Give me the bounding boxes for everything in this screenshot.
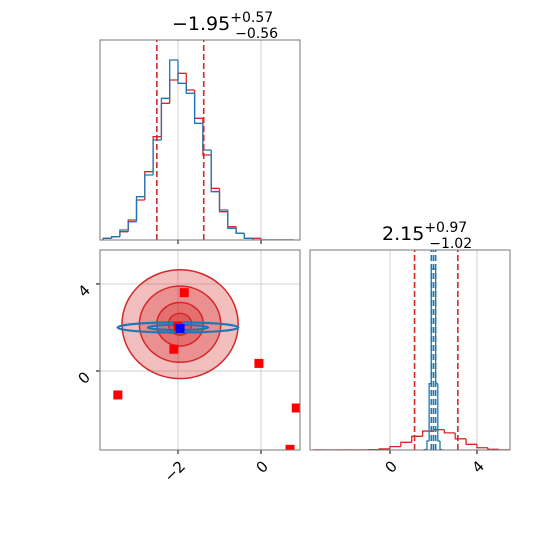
- panel: −1.95+0.57 −0.56: [99, 10, 301, 244]
- hist-step: [169, 79, 179, 104]
- hist-step: [243, 233, 253, 239]
- hist-step: [210, 150, 220, 193]
- hist-step: [378, 448, 390, 450]
- panel-frame: [99, 39, 301, 241]
- hist-step: [177, 60, 187, 84]
- hist-step: [252, 238, 261, 240]
- title-value: 2.15: [382, 223, 424, 245]
- hist-step: [160, 102, 170, 137]
- hist-step: [152, 139, 162, 175]
- hist-step: [389, 445, 401, 449]
- hist-step: [400, 441, 412, 447]
- hist-step: [411, 435, 423, 443]
- hist-step: [202, 123, 212, 151]
- hist-step: [160, 97, 170, 140]
- hist-step: [454, 432, 467, 440]
- hist-step: [144, 171, 154, 200]
- title-upper-error: +0.57: [230, 10, 273, 26]
- panel: −2 0 0 4: [75, 249, 301, 486]
- hist-step: [437, 383, 440, 442]
- hist-step: [119, 229, 129, 237]
- x-tick-label: 0: [382, 457, 401, 476]
- hist-step: [110, 236, 120, 239]
- hist-step: [227, 210, 237, 229]
- hist-step: [193, 90, 203, 119]
- hist-step: [421, 430, 434, 437]
- hist-step: [185, 73, 195, 91]
- sample-point: [254, 358, 264, 368]
- hist-step: [218, 191, 228, 211]
- panel: 0 4 2.15+0.97 −1.02: [309, 220, 511, 477]
- hist-step: [193, 93, 203, 124]
- title-lower-error: −1.02: [429, 236, 472, 252]
- hist-step: [135, 199, 145, 220]
- hist-step: [185, 83, 195, 94]
- hist-step: [426, 440, 430, 450]
- hist-step: [235, 226, 245, 234]
- hist-step: [169, 59, 179, 99]
- panel-frame: [309, 249, 511, 451]
- hist-step: [177, 72, 187, 80]
- panel-frame: [99, 249, 301, 451]
- sample-point: [179, 288, 189, 298]
- hist-step: [218, 188, 228, 213]
- hist-step: [235, 228, 245, 234]
- title-value: −1.95: [172, 13, 230, 35]
- sample-point: [291, 403, 300, 413]
- sample-point: [113, 390, 123, 400]
- hist-step: [127, 221, 137, 230]
- hist-step: [260, 238, 270, 240]
- plot-area: [313, 250, 510, 450]
- hist-step: [439, 441, 443, 450]
- hist-step: [144, 174, 154, 197]
- hist-step: [135, 196, 145, 222]
- hist-step: [487, 447, 499, 450]
- plot-area: [102, 40, 295, 240]
- x-tick-label: −2: [161, 457, 189, 485]
- plot-area: [100, 250, 300, 450]
- hist-step: [476, 444, 488, 449]
- x-tick-label: 0: [253, 457, 272, 476]
- hist-step: [227, 211, 237, 228]
- panel-title: −1.95+0.57 −0.56: [172, 10, 278, 42]
- sample-point: [175, 324, 185, 334]
- hist-step: [119, 231, 129, 237]
- x-tick-label: 4: [468, 457, 487, 476]
- hist-step: [102, 237, 112, 240]
- y-tick-label: 0: [75, 368, 94, 387]
- hist-step: [443, 429, 456, 434]
- y-tick-label: 4: [75, 281, 94, 300]
- hist-step: [465, 438, 477, 445]
- title-lower-error: −0.56: [235, 26, 278, 42]
- sample-point: [169, 344, 179, 354]
- sample-point: [285, 444, 295, 450]
- panel-title: 2.15+0.97 −1.02: [382, 220, 472, 252]
- title-upper-error: +0.97: [424, 220, 467, 236]
- hist-step: [243, 233, 253, 239]
- hist-step: [210, 155, 220, 189]
